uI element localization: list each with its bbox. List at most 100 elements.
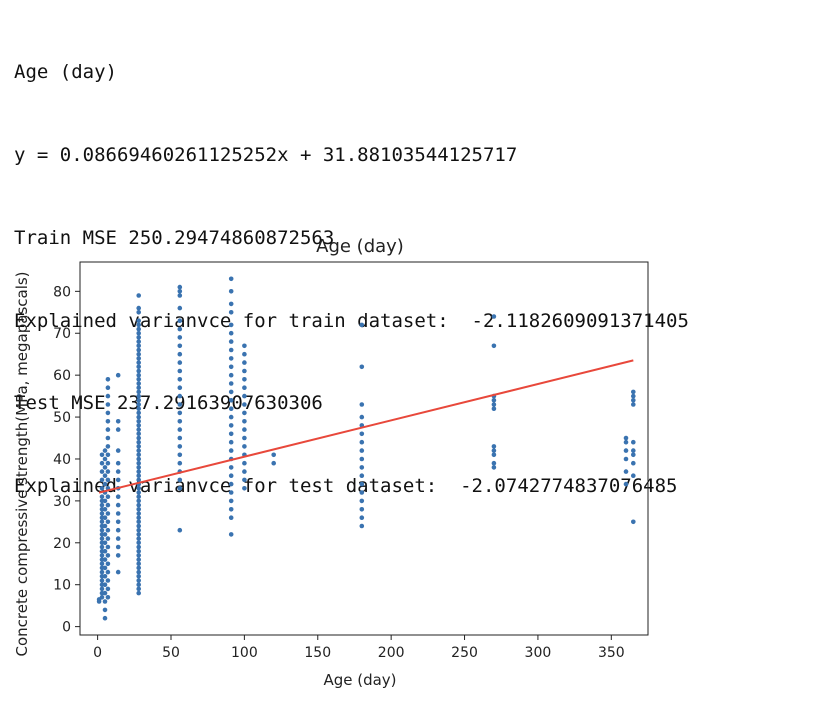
data-point bbox=[102, 607, 108, 613]
data-point bbox=[177, 368, 183, 374]
data-point bbox=[99, 586, 105, 592]
data-point bbox=[136, 368, 141, 374]
data-point bbox=[105, 393, 111, 399]
data-point bbox=[105, 419, 111, 424]
data-point bbox=[99, 595, 105, 600]
data-point bbox=[228, 364, 234, 370]
data-point bbox=[136, 318, 141, 323]
chart-title: Age (day) bbox=[316, 236, 404, 257]
data-point bbox=[136, 507, 141, 512]
data-point bbox=[242, 477, 247, 483]
data-point bbox=[136, 423, 141, 428]
data-point bbox=[631, 473, 636, 478]
data-point bbox=[242, 377, 247, 382]
y-tick-label: 60 bbox=[53, 368, 71, 384]
data-point bbox=[359, 456, 365, 462]
data-point bbox=[177, 305, 183, 311]
data-point bbox=[177, 427, 183, 432]
data-point bbox=[115, 448, 121, 453]
data-point bbox=[115, 536, 121, 541]
data-point bbox=[136, 448, 141, 453]
data-point bbox=[136, 502, 141, 508]
data-point bbox=[228, 381, 234, 386]
data-point bbox=[631, 389, 636, 395]
y-tick-label: 50 bbox=[53, 410, 71, 426]
data-point bbox=[102, 456, 108, 462]
data-point bbox=[136, 561, 141, 567]
data-point bbox=[359, 523, 365, 529]
data-point bbox=[491, 406, 497, 411]
data-point bbox=[228, 473, 234, 478]
data-point bbox=[136, 389, 141, 395]
data-point bbox=[228, 498, 234, 504]
data-point bbox=[136, 532, 141, 537]
data-point bbox=[136, 435, 141, 441]
plot-frame bbox=[79, 261, 649, 636]
data-point bbox=[177, 351, 183, 357]
data-point bbox=[228, 356, 234, 361]
data-point bbox=[136, 511, 141, 516]
data-point bbox=[115, 460, 121, 466]
data-point bbox=[99, 477, 105, 483]
data-point bbox=[623, 469, 629, 474]
data-point bbox=[99, 519, 105, 525]
x-tick-label: 200 bbox=[378, 645, 405, 661]
data-point bbox=[359, 414, 365, 420]
data-point bbox=[242, 368, 247, 374]
data-point bbox=[136, 410, 141, 416]
data-point bbox=[228, 389, 234, 395]
data-point bbox=[102, 548, 108, 554]
data-point bbox=[242, 427, 247, 432]
data-point bbox=[242, 410, 247, 416]
data-point bbox=[136, 335, 141, 340]
data-point bbox=[136, 578, 141, 583]
data-point bbox=[136, 322, 141, 328]
data-point bbox=[177, 393, 183, 399]
data-point bbox=[242, 402, 247, 407]
data-point bbox=[136, 486, 141, 491]
data-point bbox=[105, 561, 111, 567]
data-point bbox=[99, 569, 105, 575]
data-point bbox=[136, 473, 141, 478]
data-point bbox=[136, 305, 141, 311]
data-point bbox=[177, 410, 183, 416]
data-point bbox=[631, 448, 636, 453]
data-point bbox=[177, 419, 183, 424]
data-point bbox=[631, 393, 636, 399]
data-point bbox=[105, 586, 111, 592]
y-tick-label: 20 bbox=[53, 536, 71, 552]
data-point bbox=[102, 557, 108, 562]
data-point bbox=[491, 448, 497, 453]
output-line-test-mse: Test MSE 237.29163907630306 bbox=[14, 392, 323, 415]
data-point bbox=[105, 385, 111, 390]
data-point bbox=[136, 523, 141, 529]
data-point bbox=[99, 544, 105, 550]
data-point bbox=[623, 435, 629, 441]
data-point bbox=[136, 326, 141, 332]
console-output: Age (day) y = 0.08669460261125252x + 31.… bbox=[14, 4, 689, 528]
data-point bbox=[177, 452, 183, 458]
scatter-chart: Age (day) 0 50 100 150 200 250 300 350 0 10 20 30 4… bbox=[13, 236, 649, 689]
data-point bbox=[177, 318, 183, 323]
data-point bbox=[102, 582, 108, 587]
data-point bbox=[359, 322, 365, 328]
data-point bbox=[136, 519, 141, 525]
data-point bbox=[228, 515, 234, 520]
data-point bbox=[359, 515, 365, 520]
data-point bbox=[136, 431, 141, 437]
data-point bbox=[136, 385, 141, 390]
data-point bbox=[228, 322, 234, 328]
data-point bbox=[136, 419, 141, 424]
data-point bbox=[136, 339, 141, 344]
data-point bbox=[102, 523, 108, 529]
data-point bbox=[631, 439, 636, 445]
data-point bbox=[102, 498, 108, 504]
data-point bbox=[136, 465, 141, 470]
data-point bbox=[359, 490, 365, 495]
data-point bbox=[136, 293, 141, 298]
data-point bbox=[491, 314, 497, 319]
output-line-title: Age (day) bbox=[14, 61, 117, 84]
data-point bbox=[228, 414, 234, 420]
data-point bbox=[136, 536, 141, 541]
data-point bbox=[136, 456, 141, 462]
